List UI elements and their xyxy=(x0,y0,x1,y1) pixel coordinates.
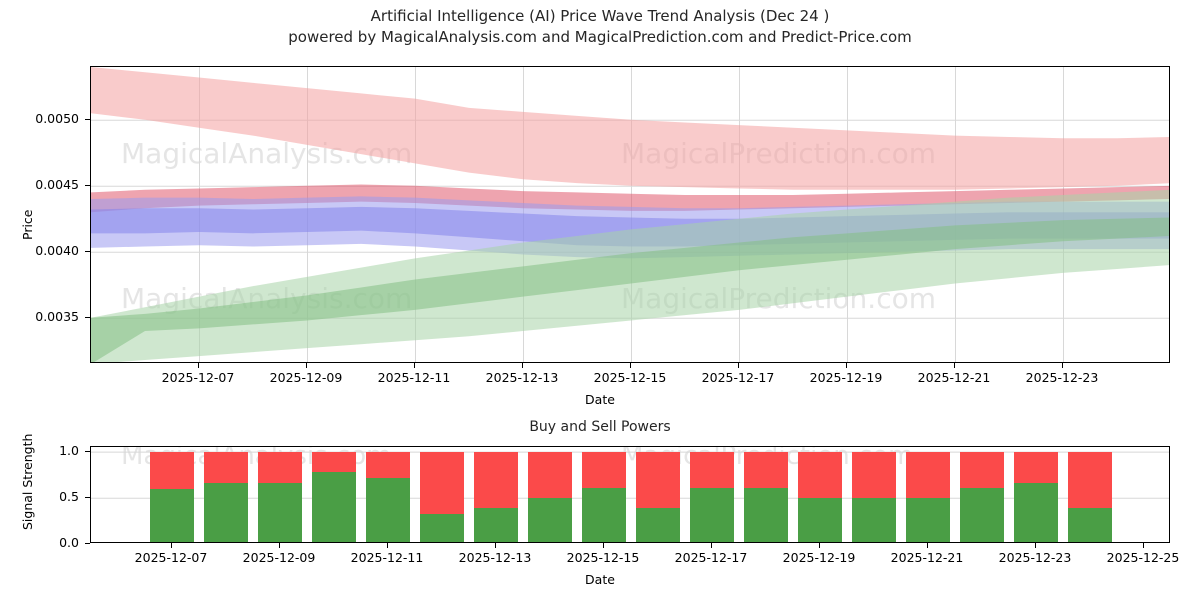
signal-y-tick-label: 0.0 xyxy=(59,535,79,550)
buy-power-segment xyxy=(905,497,951,542)
signal-x-axis-label: Date xyxy=(585,572,615,587)
buy-sell-bar[interactable] xyxy=(527,451,573,542)
price-x-tick-label: 2025-12-19 xyxy=(809,370,883,385)
buy-power-segment xyxy=(311,471,357,542)
buy-power-segment xyxy=(1067,507,1113,542)
buy-power-segment xyxy=(365,478,411,542)
page-subtitle: powered by MagicalAnalysis.com and Magic… xyxy=(288,28,912,46)
buy-sell-bar[interactable] xyxy=(743,451,789,542)
price-x-tick-label: 2025-12-09 xyxy=(269,370,343,385)
buy-sell-plot-area: MagicalAnalysis.com MagicalPrediction.co… xyxy=(90,446,1170,543)
buy-sell-bar[interactable] xyxy=(257,451,303,542)
sell-power-segment xyxy=(1067,451,1113,508)
buy-sell-bars xyxy=(91,447,1169,542)
price-x-tick-label: 2025-12-13 xyxy=(485,370,559,385)
buy-power-segment xyxy=(149,488,195,542)
sell-power-segment xyxy=(473,451,519,508)
sell-power-segment xyxy=(743,451,789,488)
price-y-tick-label: 0.0045 xyxy=(35,176,79,192)
price-axis-label: Price xyxy=(20,209,35,241)
price-wave-bands xyxy=(91,67,1169,362)
sell-power-segment xyxy=(851,451,897,498)
sell-power-segment xyxy=(959,451,1005,488)
buy-sell-bar[interactable] xyxy=(905,451,951,542)
signal-x-tick-label: 2025-12-15 xyxy=(566,550,640,565)
buy-power-segment xyxy=(851,497,897,542)
buy-power-segment xyxy=(959,487,1005,542)
sell-power-segment xyxy=(203,451,249,484)
signal-y-tick-label: 1.0 xyxy=(59,442,79,458)
buy-power-segment xyxy=(743,487,789,542)
buy-sell-bar[interactable] xyxy=(851,451,897,542)
buy-power-segment xyxy=(689,487,735,542)
buy-sell-bar[interactable] xyxy=(203,451,249,542)
signal-x-tick-label: 2025-12-07 xyxy=(134,550,208,565)
buy-power-segment xyxy=(581,487,627,542)
buy-sell-bar[interactable] xyxy=(1013,451,1059,542)
buy-sell-bar[interactable] xyxy=(581,451,627,542)
signal-x-tick-label: 2025-12-09 xyxy=(242,550,316,565)
sell-power-segment xyxy=(257,451,303,484)
signal-x-tick-label: 2025-12-13 xyxy=(458,550,532,565)
price-x-tick-label: 2025-12-21 xyxy=(917,370,991,385)
sell-power-segment xyxy=(797,451,843,498)
price-plot-area: MagicalAnalysis.com MagicalPrediction.co… xyxy=(90,66,1170,363)
sell-power-segment xyxy=(419,451,465,515)
price-y-tick-label: 0.0040 xyxy=(35,242,79,258)
price-x-tick-label: 2025-12-07 xyxy=(161,370,235,385)
buy-sell-bar[interactable] xyxy=(149,451,195,542)
buy-sell-bar[interactable] xyxy=(311,451,357,542)
buy-sell-bar[interactable] xyxy=(959,451,1005,542)
page-title: Artificial Intelligence (AI) Price Wave … xyxy=(370,7,830,25)
buy-power-segment xyxy=(1013,483,1059,542)
buy-power-segment xyxy=(419,514,465,542)
signal-x-tick-label: 2025-12-17 xyxy=(674,550,748,565)
buy-sell-bar[interactable] xyxy=(635,451,681,542)
sell-power-segment xyxy=(365,451,411,479)
chart-title-block: Artificial Intelligence (AI) Price Wave … xyxy=(0,6,1200,48)
sell-power-segment xyxy=(635,451,681,508)
sell-power-segment xyxy=(149,451,195,489)
buy-power-segment xyxy=(473,507,519,542)
buy-power-segment xyxy=(257,483,303,542)
price-x-tick-label: 2025-12-11 xyxy=(377,370,451,385)
signal-x-tick-label: 2025-12-23 xyxy=(998,550,1072,565)
sell-power-segment xyxy=(905,451,951,498)
sell-power-segment xyxy=(689,451,735,488)
signal-x-tick-label: 2025-12-11 xyxy=(350,550,424,565)
buy-power-segment xyxy=(635,507,681,542)
buy-sell-bar[interactable] xyxy=(797,451,843,542)
price-x-tick-label: 2025-12-15 xyxy=(593,370,667,385)
sell-power-segment xyxy=(527,451,573,498)
sell-power-segment xyxy=(311,451,357,472)
price-y-tick-label: 0.0050 xyxy=(35,110,79,126)
sell-power-segment xyxy=(581,451,627,488)
buy-sell-bar[interactable] xyxy=(365,451,411,542)
buy-power-segment xyxy=(203,483,249,542)
buy-sell-bar[interactable] xyxy=(473,451,519,542)
buy-sell-bar[interactable] xyxy=(419,451,465,542)
buy-sell-bar[interactable] xyxy=(1067,451,1113,542)
price-x-tick-label: 2025-12-23 xyxy=(1025,370,1099,385)
sell-power-segment xyxy=(1013,451,1059,484)
signal-x-tick-label: 2025-12-19 xyxy=(782,550,856,565)
buy-power-segment xyxy=(527,497,573,542)
buy-power-segment xyxy=(797,497,843,542)
price-y-tick-label: 0.0035 xyxy=(35,308,79,324)
signal-y-tick-label: 0.5 xyxy=(59,488,79,504)
signal-x-tick-label: 2025-12-25 xyxy=(1106,550,1180,565)
signal-x-tick-label: 2025-12-21 xyxy=(890,550,964,565)
price-x-tick-label: 2025-12-17 xyxy=(701,370,775,385)
buy-sell-bar[interactable] xyxy=(689,451,735,542)
buy-sell-title: Buy and Sell Powers xyxy=(529,419,671,435)
price-x-axis-label: Date xyxy=(585,392,615,407)
